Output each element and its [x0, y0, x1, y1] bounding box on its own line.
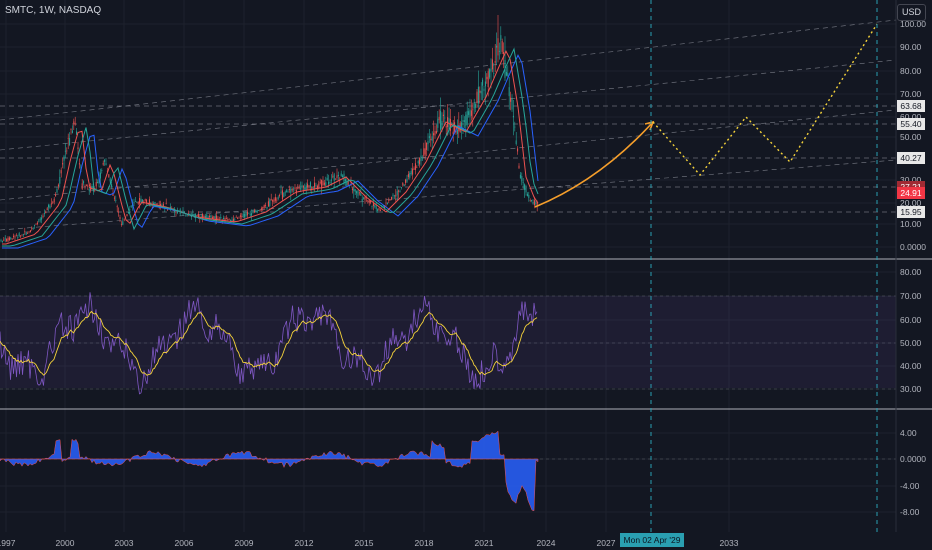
price-tag-15-95: 15.95	[897, 206, 925, 218]
rsi-tick: 60.00	[900, 315, 922, 325]
rsi-ma-line	[0, 310, 538, 376]
price-tick: 60.00	[900, 112, 922, 122]
macd-tick: 0.0000	[900, 454, 926, 464]
moving-average-green	[2, 47, 539, 247]
price-tick: 90.00	[900, 42, 922, 52]
time-tick: 2018	[414, 538, 434, 548]
price-tag-40-27: 40.27	[897, 152, 925, 164]
moving-average-red	[2, 50, 539, 245]
price-tag-63-68: 63.68	[897, 100, 925, 112]
time-tick: 1997	[0, 538, 16, 548]
time-tick: 2009	[234, 538, 254, 548]
macd-tick: -4.00	[900, 481, 920, 491]
time-tick: 2021	[474, 538, 494, 548]
price-tick: 50.00	[900, 132, 922, 142]
symbol-title: SMTC, 1W, NASDAQ	[5, 5, 102, 16]
time-tick: 2015	[354, 538, 374, 548]
currency-button[interactable]: USD	[897, 4, 926, 21]
price-tag-55-40: 55.40	[897, 118, 925, 130]
time-tick: 2033	[719, 538, 739, 548]
macd-pane	[0, 430, 539, 512]
price-tick: 100.00	[900, 19, 926, 29]
price-tick: 30.00	[900, 175, 922, 185]
price-tick: 80.00	[900, 66, 922, 76]
rsi-tick: 80.00	[900, 267, 922, 277]
rsi-tick: 50.00	[900, 338, 922, 348]
price-tick: 0.0000	[900, 242, 926, 252]
macd-histogram	[0, 430, 539, 512]
price-tag-24-91: 24.91	[897, 187, 925, 199]
time-tick: 2027	[596, 538, 616, 548]
chart-grid	[0, 0, 896, 532]
time-tick: 2000	[55, 538, 75, 548]
crosshair-date-label: Mon 02 Apr '29	[620, 533, 684, 547]
rsi-tick: 40.00	[900, 361, 922, 371]
rsi-pane	[0, 292, 538, 395]
moving-average-blue	[2, 54, 539, 249]
price-tick: 10.00	[900, 219, 922, 229]
macd-tick: 4.00	[900, 428, 917, 438]
time-tick: 2003	[114, 538, 134, 548]
price-tick: 20.00	[900, 198, 922, 208]
rsi-line	[0, 292, 538, 395]
macd-tick: -8.00	[900, 507, 920, 517]
trend-channel-lines	[0, 19, 897, 231]
rsi-tick: 70.00	[900, 291, 922, 301]
price-tick: 70.00	[900, 89, 922, 99]
rsi-tick: 30.00	[900, 384, 922, 394]
time-tick: 2006	[174, 538, 194, 548]
time-tick: 2012	[294, 538, 314, 548]
time-tick: 2024	[536, 538, 556, 548]
